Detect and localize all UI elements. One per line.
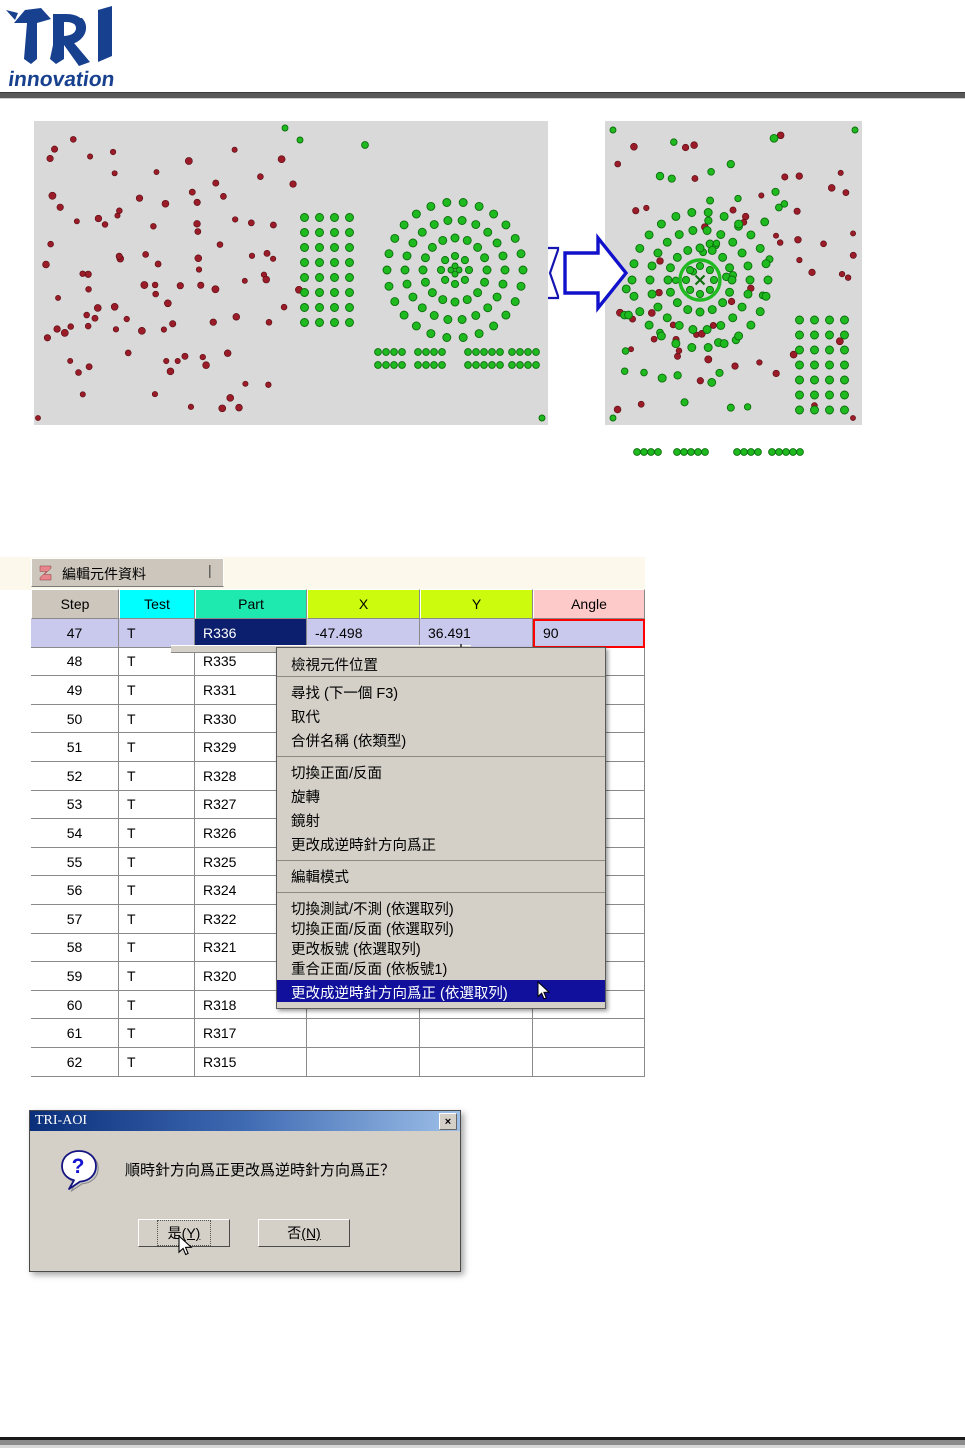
svg-text:?: ?	[72, 1155, 85, 1178]
